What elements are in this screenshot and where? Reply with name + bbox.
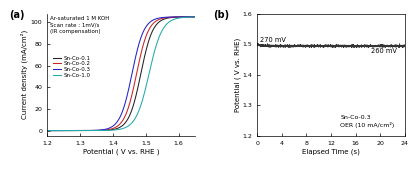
Sn-Co-0.3: [146, 22, 151, 24]
Sn-Co-0.1: [193, 16, 198, 18]
Sn-Co-0.3: [160, 16, 165, 19]
Line: Sn-Co-1.0: Sn-Co-1.0: [47, 17, 195, 131]
Sn-Co-0.3: [104, 128, 109, 130]
Y-axis label: Current density (mA/cm²): Current density (mA/cm²): [21, 30, 28, 119]
Text: (b): (b): [213, 10, 229, 20]
Sn-Co-0.2: [160, 17, 165, 19]
Sn-Co-0.1: [163, 18, 168, 20]
X-axis label: Potential ( V vs. RHE ): Potential ( V vs. RHE ): [83, 149, 159, 155]
Line: Sn-Co-0.2: Sn-Co-0.2: [47, 17, 195, 131]
Sn-Co-0.2: [45, 130, 50, 132]
Sn-Co-1.0: [163, 25, 168, 27]
Sn-Co-0.2: [146, 29, 151, 31]
Sn-Co-1.0: [146, 74, 151, 76]
Sn-Co-0.3: [45, 130, 50, 132]
Y-axis label: Potential ( V vs. RHE): Potential ( V vs. RHE): [234, 38, 241, 112]
Sn-Co-1.0: [45, 130, 50, 132]
X-axis label: Elapsed Time (s): Elapsed Time (s): [302, 149, 360, 155]
Sn-Co-0.1: [104, 129, 109, 131]
Sn-Co-0.2: [163, 17, 168, 19]
Sn-Co-0.3: [193, 16, 198, 18]
Sn-Co-0.1: [45, 130, 50, 132]
Sn-Co-0.3: [60, 130, 65, 132]
Sn-Co-1.0: [193, 16, 198, 18]
Sn-Co-0.1: [60, 130, 65, 132]
Sn-Co-0.3: [163, 16, 168, 18]
Sn-Co-1.0: [104, 129, 109, 131]
Sn-Co-0.2: [60, 130, 65, 132]
Text: Ar-saturated 1 M KOH
Scan rate : 1mV/s
(IR compensation): Ar-saturated 1 M KOH Scan rate : 1mV/s (…: [50, 16, 110, 34]
Sn-Co-1.0: [160, 29, 165, 31]
Sn-Co-1.0: [110, 129, 115, 131]
Sn-Co-0.1: [110, 129, 115, 131]
Line: Sn-Co-0.1: Sn-Co-0.1: [47, 17, 195, 131]
Sn-Co-0.3: [110, 125, 115, 128]
Text: 270 mV: 270 mV: [259, 37, 285, 43]
Sn-Co-0.2: [104, 129, 109, 131]
Sn-Co-1.0: [60, 130, 65, 132]
Text: (a): (a): [9, 10, 24, 20]
Sn-Co-0.1: [146, 40, 151, 42]
Line: Sn-Co-0.3: Sn-Co-0.3: [47, 17, 195, 131]
Text: 260 mV: 260 mV: [371, 48, 397, 54]
Legend: Sn-Co-0.1, Sn-Co-0.2, Sn-Co-0.3, Sn-Co-1.0: Sn-Co-0.1, Sn-Co-0.2, Sn-Co-0.3, Sn-Co-1…: [53, 56, 90, 78]
Sn-Co-0.2: [193, 16, 198, 18]
Sn-Co-0.1: [160, 19, 165, 21]
Sn-Co-0.2: [110, 128, 115, 130]
Text: Sn-Co-0.3
OER (10 mA/cm²): Sn-Co-0.3 OER (10 mA/cm²): [340, 115, 395, 128]
